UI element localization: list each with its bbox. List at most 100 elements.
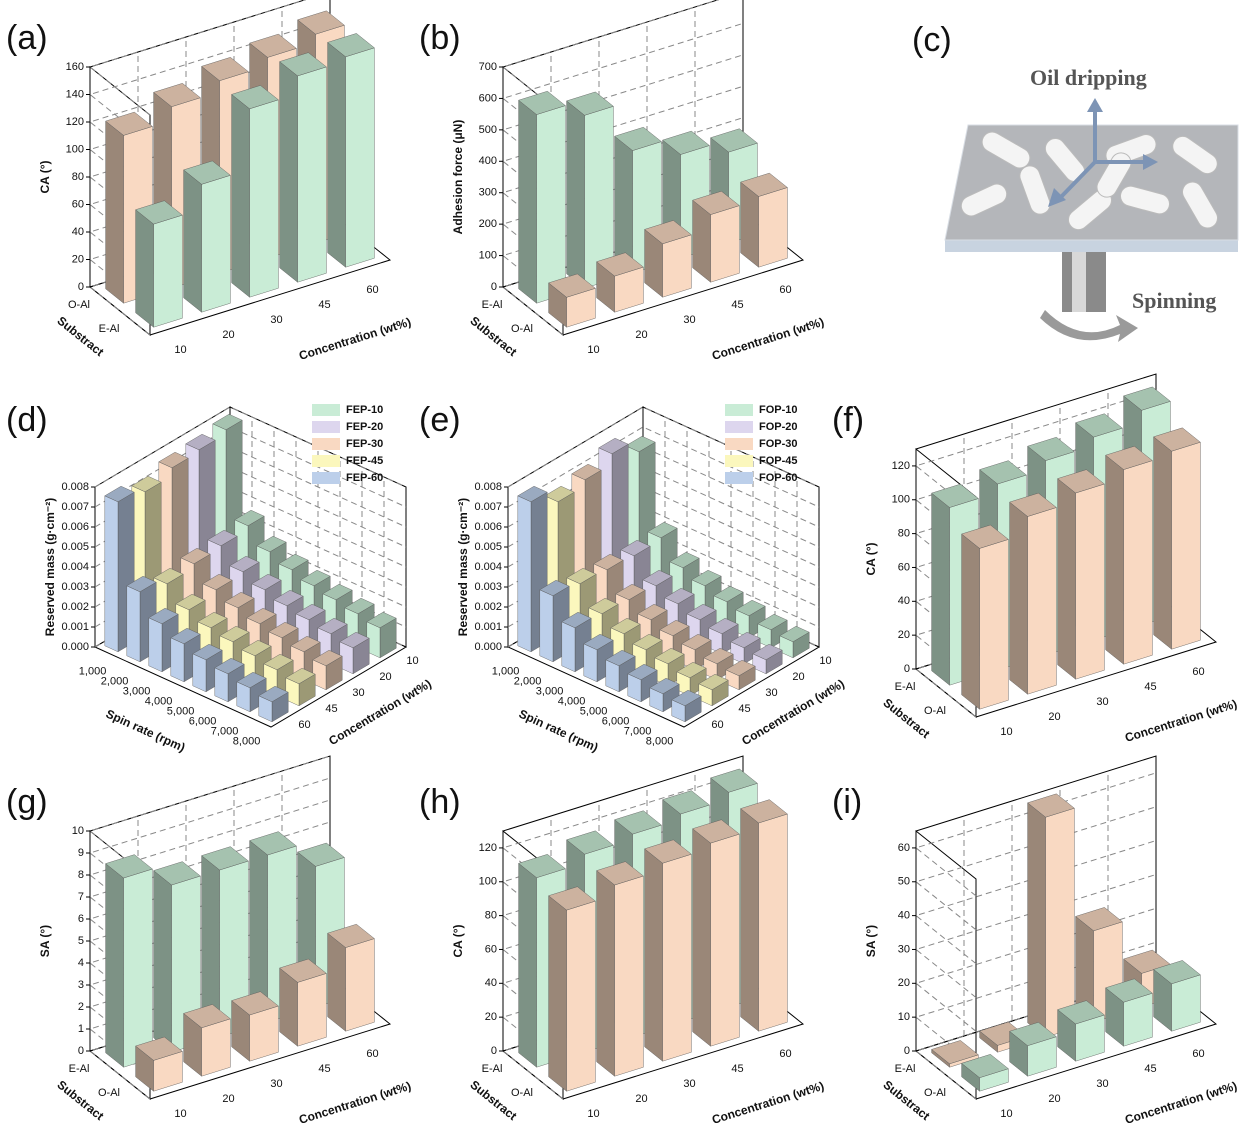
bar-front (202, 175, 231, 312)
bar-side (615, 136, 633, 273)
bar (1154, 428, 1201, 649)
bar-front (711, 834, 740, 1046)
legend-label: FOP-20 (759, 421, 798, 433)
y-tick-label: 140 (66, 88, 84, 100)
z-axis-title: Substract (55, 1078, 107, 1124)
z-tick-label: E-Al (895, 1063, 916, 1075)
z-axis-title: Substract (468, 1078, 520, 1124)
y-tick-label: 40 (898, 910, 910, 922)
z-axis-title: Concentration (wt%) (326, 677, 434, 749)
motor-shine (1072, 252, 1086, 312)
y-tick-label: 700 (479, 61, 497, 73)
bar-side (597, 871, 615, 1077)
y-tick-label: 300 (479, 187, 497, 199)
y-tick-label: 120 (892, 460, 910, 472)
y-tick-label: 8 (78, 869, 84, 881)
legend-swatch (312, 438, 340, 450)
x-tick-label: 45 (1144, 681, 1156, 693)
bar (741, 800, 788, 1032)
spin-arrow (1040, 310, 1138, 342)
figure: (c) Oil dripping Spinning (a)02040608010… (0, 0, 1240, 1146)
z-tick-label: 20 (379, 671, 391, 683)
legend-label: FOP-10 (759, 404, 798, 416)
x-tick-label: 45 (731, 1063, 743, 1075)
y-axis-title: Reserved mass (g·cm⁻²) (456, 498, 470, 636)
panel-label: (f) (832, 401, 864, 439)
y-tick-label: 120 (66, 116, 84, 128)
legend-label: FOP-30 (759, 438, 798, 450)
bar-front (298, 67, 327, 282)
bar (1058, 1001, 1105, 1062)
bar-side (1154, 437, 1172, 649)
y-tick-label: 0.005 (474, 541, 502, 553)
y-tick-label: 20 (898, 629, 910, 641)
z-tick-label: 30 (352, 687, 364, 699)
y-tick-label: 3 (78, 979, 84, 991)
y-tick-label: 0.006 (61, 521, 89, 533)
legend-label: FEP-10 (346, 404, 383, 416)
bar (549, 887, 596, 1091)
bar-side (741, 809, 759, 1032)
bar-front (1124, 993, 1153, 1046)
bar-side (154, 871, 172, 1053)
bar-side (549, 896, 567, 1091)
legend-swatch (725, 438, 753, 450)
bar (1058, 470, 1105, 680)
y-tick-label: 0.007 (61, 501, 89, 513)
bar-side (567, 101, 585, 288)
bar (136, 201, 183, 328)
z-axis-title: Concentration (wt%) (739, 677, 847, 749)
panel-label: (e) (419, 401, 461, 439)
y-tick-label: 400 (479, 155, 497, 167)
x-axis-title: Concentration (wt%) (710, 1079, 826, 1127)
bar-side (1010, 502, 1028, 694)
z-axis-title: Substract (881, 1078, 933, 1124)
x-tick-label: 60 (366, 284, 378, 296)
bar (280, 959, 327, 1046)
bar (693, 191, 740, 282)
x-tick-label: 20 (1048, 1093, 1060, 1105)
z-tick-label: 10 (819, 655, 831, 667)
x-tick-label: 10 (1000, 726, 1012, 738)
diagram-panel: (c) Oil dripping Spinning (912, 21, 1238, 342)
bar-side (184, 170, 202, 312)
y-axis-title: Adhesion force (μN) (451, 120, 465, 235)
y-tick-label: 80 (72, 171, 84, 183)
y-tick-label: 100 (479, 249, 497, 261)
bar-front (980, 539, 1009, 709)
x-tick-label: 45 (318, 299, 330, 311)
z-tick-label: E-Al (69, 1063, 90, 1075)
y-axis-title: Reserved mass (g·cm⁻²) (43, 498, 57, 636)
y-tick-label: 80 (898, 528, 910, 540)
x-tick-label: 10 (1000, 1108, 1012, 1120)
bar (519, 91, 566, 303)
panel-label: (d) (6, 401, 48, 439)
legend-label: FEP-45 (346, 455, 383, 467)
bar-front (1028, 508, 1057, 695)
y-tick-label: 40 (485, 977, 497, 989)
z-tick-label: 60 (711, 719, 723, 731)
bar (645, 220, 692, 297)
x-tick-label: 20 (635, 1093, 647, 1105)
bar-front (127, 586, 140, 662)
z-axis-title: Substract (468, 314, 520, 360)
x-tick-label: 10 (174, 344, 186, 356)
legend-label: FEP-60 (346, 472, 383, 484)
legend-swatch (312, 472, 340, 484)
legend-label: FEP-30 (346, 438, 383, 450)
bar-side (519, 100, 537, 303)
diagram-label: Oil dripping (1030, 65, 1147, 90)
bar-side (741, 182, 759, 267)
bar-front (250, 1006, 279, 1061)
x-axis-title: Concentration (wt%) (710, 315, 826, 363)
bar (741, 173, 788, 267)
y-tick-label: 0.004 (61, 561, 89, 573)
y-tick-label: 60 (898, 561, 910, 573)
bar (232, 992, 279, 1062)
bar-side (136, 210, 154, 328)
bar (1106, 446, 1153, 664)
y-tick-label: 0.000 (61, 641, 89, 653)
bar (367, 612, 396, 658)
